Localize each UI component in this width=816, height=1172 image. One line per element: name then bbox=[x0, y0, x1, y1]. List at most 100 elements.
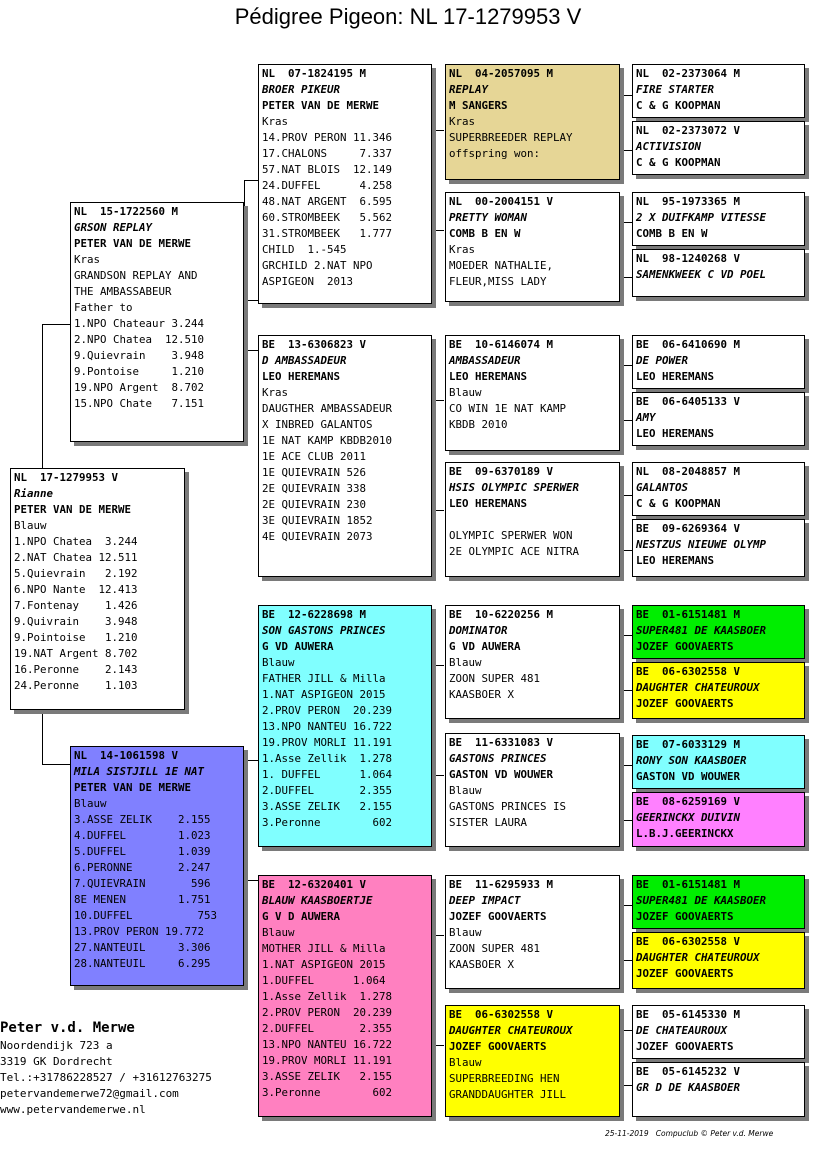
breeder-city: 3319 GK Dordrecht bbox=[0, 1055, 113, 1068]
ring-number: BE 09-6269364 V bbox=[636, 522, 741, 535]
ring-number: BE 12-6228698 M bbox=[262, 608, 367, 621]
breeder-email[interactable]: petervandemerwe72@gmail.com bbox=[0, 1087, 179, 1100]
bird-info-line: 48.NAT ARGENT 6.595 bbox=[262, 195, 393, 208]
bird-name: RONY SON KAASBOER bbox=[636, 754, 747, 767]
bird-owner: C & G KOOPMAN bbox=[636, 156, 721, 169]
bird-name: DE POWER bbox=[636, 354, 689, 367]
bird-name: 2 X DUIFKAMP VITESSE bbox=[636, 211, 767, 224]
bird-info-line: 8E MENEN 1.751 bbox=[74, 893, 211, 906]
bird-owner: G V D AUWERA bbox=[262, 910, 341, 923]
ring-number: BE 07-6033129 M bbox=[636, 738, 741, 751]
bird-info-line: 9.Pointoise 1.210 bbox=[14, 631, 138, 644]
bird-owner: PETER VAN DE MERWE bbox=[74, 237, 192, 250]
bird-owner: G VD AUWERA bbox=[262, 640, 334, 653]
breeder-phone: Tel.:+31786228527 / +31612763275 bbox=[0, 1071, 212, 1084]
bird-name: AMY bbox=[636, 411, 656, 424]
bird-owner: C & G KOOPMAN bbox=[636, 497, 721, 510]
bird-owner: JOZEF GOOVAERTS bbox=[636, 640, 734, 653]
bird-info-line: 10.DUFFEL 753 bbox=[74, 909, 218, 922]
bird-info-line: 1E NAT KAMP KBDB2010 bbox=[262, 434, 393, 447]
bird-info-line: 3.ASSE ZELIK 2.155 bbox=[262, 1070, 393, 1083]
breeder-website[interactable]: www.petervandemerwe.nl bbox=[0, 1103, 146, 1116]
bird-info-line: 3.Peronne 602 bbox=[262, 816, 393, 829]
bird-card-mfff: BE 01-6151481 M SUPER481 DE KAASBOER JOZEF… bbox=[632, 605, 805, 659]
bird-info-line: Kras bbox=[449, 115, 476, 128]
bird-owner: M SANGERS bbox=[449, 99, 508, 112]
bird-info-line: 1. DUFFEL 1.064 bbox=[262, 768, 393, 781]
bird-card-subject: NL 17-1279953 V Rianne PETER VAN DE MERWE B… bbox=[10, 468, 185, 710]
bird-card-fffm: NL 02-2373072 V ACTIVISION C & G KOOPMAN bbox=[632, 121, 805, 175]
bird-owner: JOZEF GOOVAERTS bbox=[636, 967, 734, 980]
bird-info-line: 7.QUIEVRAIN 596 bbox=[74, 877, 211, 890]
bird-info-line: 1.NPO Chatea 3.244 bbox=[14, 535, 138, 548]
bird-info-line: 1E ACE CLUB 2011 bbox=[262, 450, 367, 463]
bird-info-line: 2.PROV PERON 20.239 bbox=[262, 1006, 393, 1019]
bird-name: BLAUW KAASBOERTJE bbox=[262, 894, 373, 907]
bird-card-ff: NL 07-1824195 M BROER PIKEUR PETER VAN DE … bbox=[258, 64, 432, 304]
bird-card-mf: BE 12-6228698 M SON GASTONS PRINCES G VD A… bbox=[258, 605, 432, 847]
bird-owner: PETER VAN DE MERWE bbox=[262, 99, 380, 112]
ring-number: BE 09-6370189 V bbox=[449, 465, 554, 478]
bird-info-line: MOEDER NATHALIE, bbox=[449, 259, 554, 272]
bird-name: D AMBASSADEUR bbox=[262, 354, 347, 367]
ring-number: NL 02-2373064 M bbox=[636, 67, 741, 80]
bird-info-line: SUPERBREEDING HEN bbox=[449, 1072, 560, 1085]
bird-name: PRETTY WOMAN bbox=[449, 211, 528, 224]
ring-number: NL 14-1061598 V bbox=[74, 749, 179, 762]
bird-name: GEERINCKX DUIVIN bbox=[636, 811, 741, 824]
ring-number: BE 11-6295933 M bbox=[449, 878, 554, 891]
bird-info-line: 5.Quievrain 2.192 bbox=[14, 567, 138, 580]
ring-number: BE 01-6151481 M bbox=[636, 878, 741, 891]
bird-name: FIRE STARTER bbox=[636, 83, 715, 96]
bird-name: DAUGHTER CHATEUROUX bbox=[636, 681, 760, 694]
bird-card-ffmf: NL 95-1973365 M 2 X DUIFKAMP VITESSE COMB … bbox=[632, 192, 805, 246]
bird-info-line: 13.NPO NANTEU 16.722 bbox=[262, 1038, 393, 1051]
ring-number: BE 10-6220256 M bbox=[449, 608, 554, 621]
bird-info-line: X INBRED GALANTOS bbox=[262, 418, 373, 431]
bird-info-line: GRANDDAUGHTER JILL bbox=[449, 1088, 567, 1101]
bird-info-line: Kras bbox=[262, 386, 289, 399]
ring-number: BE 11-6331083 V bbox=[449, 736, 554, 749]
bird-info-line bbox=[449, 512, 616, 528]
bird-info-line: 17.CHALONS 7.337 bbox=[262, 147, 393, 160]
bird-owner: LEO HEREMANS bbox=[636, 554, 715, 567]
bird-name: DE CHATEAUROUX bbox=[636, 1024, 728, 1037]
bird-name: MILA SISTJILL 1E NAT bbox=[74, 765, 205, 778]
bird-owner: COMB B EN W bbox=[449, 227, 521, 240]
bird-info-line: 57.NAT BLOIS 12.149 bbox=[262, 163, 393, 176]
bird-owner: GASTON VD WOUWER bbox=[449, 768, 554, 781]
bird-name: GASTONS PRINCES bbox=[449, 752, 547, 765]
bird-info-line: CO WIN 1E NAT KAMP bbox=[449, 402, 567, 415]
ring-number: BE 06-6410690 M bbox=[636, 338, 741, 351]
bird-info-line: 2.DUFFEL 2.355 bbox=[262, 784, 393, 797]
bird-info-line: GASTONS PRINCES IS bbox=[449, 800, 567, 813]
bird-card-mmff: BE 01-6151481 M SUPER481 DE KAASBOER JOZEF… bbox=[632, 875, 805, 929]
bird-info-line: GRANDSON REPLAY AND bbox=[74, 269, 198, 282]
bird-name: SAMENKWEEK C VD POEL bbox=[636, 268, 767, 281]
bird-info-line: KAASBOER X bbox=[449, 958, 515, 971]
bird-card-fmfm: BE 06-6405133 V AMY LEO HEREMANS bbox=[632, 392, 805, 446]
ring-number: BE 06-6302558 V bbox=[636, 935, 741, 948]
bird-owner: LEO HEREMANS bbox=[449, 497, 528, 510]
bird-name: ACTIVISION bbox=[636, 140, 702, 153]
bird-name: DEEP IMPACT bbox=[449, 894, 521, 907]
bird-info-line: Kras bbox=[74, 253, 101, 266]
bird-card-fmff: BE 06-6410690 M DE POWER LEO HEREMANS bbox=[632, 335, 805, 389]
bird-info-line: FLEUR,MISS LADY bbox=[449, 275, 547, 288]
bird-info-line: 1.NAT ASPIGEON 2015 bbox=[262, 958, 386, 971]
breeder-info: Peter v.d. Merwe Noordendijk 723 a 3319 … bbox=[0, 1018, 240, 1118]
bird-info-line: Blauw bbox=[262, 656, 295, 669]
ring-number: BE 08-6259169 V bbox=[636, 795, 741, 808]
ring-number: BE 05-6145232 V bbox=[636, 1065, 741, 1078]
bird-info-line: 19.NAT Argent 8.702 bbox=[14, 647, 138, 660]
bird-card-mff: BE 10-6220256 M DOMINATOR G VD AUWERA Blauw… bbox=[445, 605, 620, 719]
bird-info-line: Blauw bbox=[14, 519, 47, 532]
bird-info-line: 19.PROV MORLI 11.191 bbox=[262, 736, 393, 749]
bird-info-line: 3E QUIEVRAIN 1852 bbox=[262, 514, 373, 527]
bird-info-line: Blauw bbox=[449, 386, 482, 399]
bird-info-line: ASPIGEON 2013 bbox=[262, 275, 354, 288]
bird-info-line: 2.NPO Chatea 12.510 bbox=[74, 333, 205, 346]
bird-info-line: 15.NPO Chate 7.151 bbox=[74, 397, 205, 410]
bird-info-line: 2E QUIEVRAIN 230 bbox=[262, 498, 367, 511]
page-title: Pédigree Pigeon: NL 17-1279953 V bbox=[234, 4, 582, 29]
